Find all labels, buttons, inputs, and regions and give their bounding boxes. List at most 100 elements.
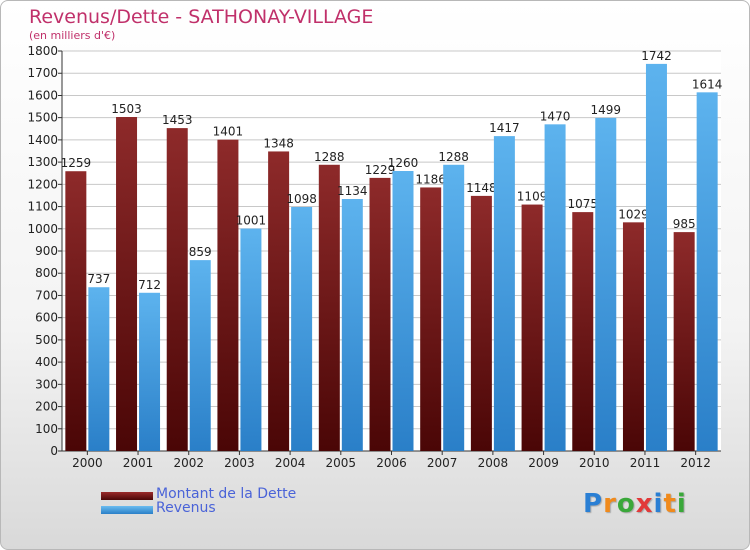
logo-letter: i bbox=[676, 489, 687, 519]
y-tick-label: 1000 bbox=[27, 222, 58, 236]
data-label-revenus: 1499 bbox=[590, 103, 621, 117]
bar-revenus bbox=[595, 117, 617, 451]
proxiti-logo: Proxiti bbox=[583, 489, 687, 519]
data-label-revenus: 1001 bbox=[236, 214, 267, 228]
bar-dette bbox=[369, 177, 391, 451]
bar-dette bbox=[318, 164, 340, 451]
data-label-dette: 1075 bbox=[567, 197, 598, 211]
x-tick-label: 2003 bbox=[224, 456, 255, 470]
data-label-revenus: 1288 bbox=[438, 150, 469, 164]
y-tick-label: 500 bbox=[35, 333, 58, 347]
legend-swatch-revenus bbox=[101, 506, 153, 514]
bar-revenus bbox=[544, 124, 566, 451]
data-label-dette: 1229 bbox=[365, 163, 396, 177]
data-label-revenus: 712 bbox=[138, 278, 161, 292]
data-label-revenus: 737 bbox=[87, 272, 110, 286]
bar-dette bbox=[622, 222, 644, 451]
y-tick-label: 400 bbox=[35, 355, 58, 369]
bar-revenus bbox=[696, 92, 718, 451]
logo-letter: x bbox=[635, 489, 654, 519]
legend-label-revenus: Revenus bbox=[156, 500, 216, 516]
data-label-dette: 1453 bbox=[162, 113, 193, 127]
bar-revenus bbox=[443, 164, 465, 451]
chart-subtitle: (en milliers d'€) bbox=[29, 29, 116, 42]
x-tick-label: 2010 bbox=[579, 456, 610, 470]
y-tick-label: 1400 bbox=[27, 133, 58, 147]
data-label-revenus: 1470 bbox=[540, 109, 571, 123]
data-label-dette: 1148 bbox=[466, 181, 497, 195]
bar-revenus bbox=[189, 260, 211, 451]
data-label-dette: 1288 bbox=[314, 150, 345, 164]
bar-dette bbox=[572, 212, 594, 451]
bar-dette bbox=[268, 151, 290, 451]
x-tick-label: 2012 bbox=[680, 456, 711, 470]
bar-dette bbox=[673, 232, 695, 451]
x-tick-label: 2007 bbox=[427, 456, 458, 470]
bar-dette bbox=[116, 117, 138, 451]
y-tick-label: 1200 bbox=[27, 177, 58, 191]
y-tick-label: 1800 bbox=[27, 44, 58, 58]
bar-dette bbox=[65, 171, 87, 451]
chart-title: Revenus/Dette - SATHONAY-VILLAGE bbox=[29, 6, 374, 28]
y-tick-label: 1300 bbox=[27, 155, 58, 169]
y-tick-label: 200 bbox=[35, 400, 58, 414]
data-label-dette: 1503 bbox=[111, 102, 142, 116]
x-tick-label: 2004 bbox=[275, 456, 306, 470]
y-tick-label: 1600 bbox=[27, 88, 58, 102]
data-label-dette: 1186 bbox=[415, 172, 446, 186]
y-tick-label: 1700 bbox=[27, 66, 58, 80]
data-label-revenus: 1134 bbox=[337, 184, 368, 198]
data-label-revenus: 1417 bbox=[489, 121, 520, 135]
x-tick-label: 2009 bbox=[528, 456, 559, 470]
bar-revenus bbox=[88, 287, 110, 451]
y-tick-label: 800 bbox=[35, 266, 58, 280]
logo-letter: o bbox=[616, 489, 636, 519]
x-tick-label: 2005 bbox=[326, 456, 357, 470]
data-label-dette: 1348 bbox=[263, 136, 294, 150]
x-tick-label: 2001 bbox=[123, 456, 154, 470]
data-label-dette: 1259 bbox=[61, 156, 92, 170]
bar-revenus bbox=[139, 292, 161, 451]
x-tick-label: 2011 bbox=[630, 456, 661, 470]
data-label-dette: 1029 bbox=[618, 207, 649, 221]
logo-letter: i bbox=[653, 489, 664, 519]
data-label-revenus: 1742 bbox=[641, 49, 672, 63]
y-tick-label: 100 bbox=[35, 422, 58, 436]
data-label-dette: 985 bbox=[673, 217, 696, 231]
x-tick-label: 2002 bbox=[173, 456, 204, 470]
y-tick-label: 900 bbox=[35, 244, 58, 258]
y-tick-label: 300 bbox=[35, 377, 58, 391]
bar-revenus bbox=[341, 199, 363, 451]
x-tick-label: 2000 bbox=[72, 456, 103, 470]
data-label-revenus: 859 bbox=[189, 245, 212, 259]
x-tick-label: 2006 bbox=[376, 456, 407, 470]
y-tick-label: 0 bbox=[50, 444, 58, 458]
data-label-revenus: 1260 bbox=[388, 156, 419, 170]
data-label-revenus: 1614 bbox=[692, 77, 723, 91]
bar-revenus bbox=[392, 171, 414, 451]
data-label-revenus: 1098 bbox=[286, 192, 317, 206]
logo-letter: P bbox=[583, 489, 604, 519]
bar-revenus bbox=[240, 228, 262, 451]
y-tick-label: 700 bbox=[35, 288, 58, 302]
x-tick-label: 2008 bbox=[478, 456, 509, 470]
bar-dette bbox=[470, 195, 492, 451]
bar-dette bbox=[521, 204, 543, 451]
logo-letter: r bbox=[603, 489, 617, 519]
legend-swatch-dette bbox=[101, 492, 153, 500]
bar-dette bbox=[420, 187, 442, 451]
data-label-dette: 1401 bbox=[213, 125, 244, 139]
bar-dette bbox=[166, 128, 188, 451]
bar-revenus bbox=[645, 63, 667, 452]
logo-letter: t bbox=[663, 489, 677, 519]
bar-dette bbox=[217, 139, 239, 451]
bar-revenus bbox=[493, 136, 515, 451]
data-label-dette: 1109 bbox=[517, 190, 548, 204]
bar-revenus bbox=[291, 207, 313, 451]
y-tick-label: 600 bbox=[35, 311, 58, 325]
legend-label-dette: Montant de la Dette bbox=[156, 486, 297, 502]
y-tick-label: 1500 bbox=[27, 111, 58, 125]
y-tick-label: 1100 bbox=[27, 200, 58, 214]
